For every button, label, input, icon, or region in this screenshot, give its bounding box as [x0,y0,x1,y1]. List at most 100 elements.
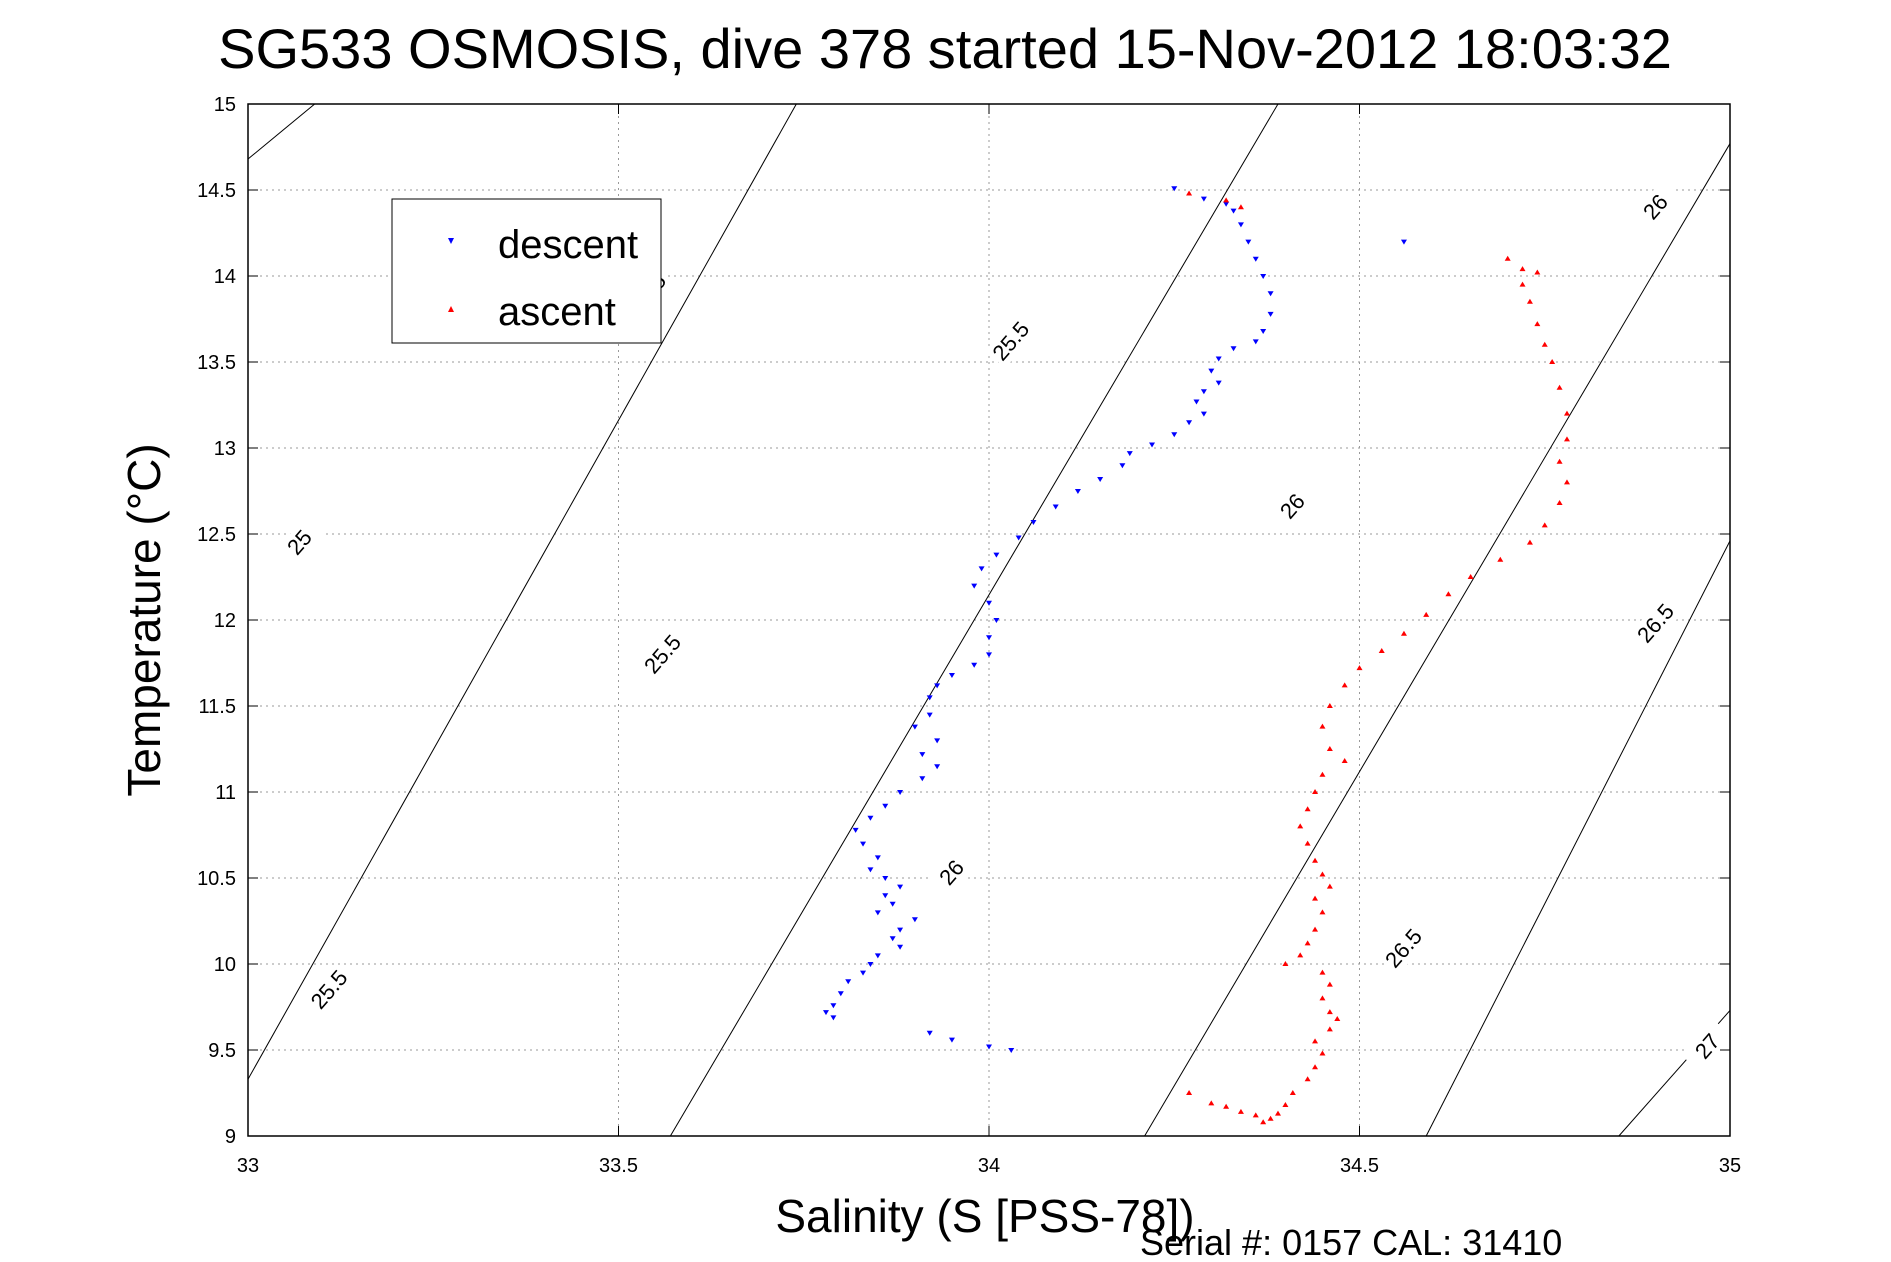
descent-point [1074,489,1081,494]
chart-title: SG533 OSMOSIS, dive 378 started 15-Nov-2… [218,17,1672,80]
ascent-point [1526,298,1533,304]
contour-line-25.5 [247,103,797,1080]
ascent-point [1519,281,1526,287]
descent-point [897,927,904,933]
descent-point [1223,201,1230,207]
ascent-point [1319,723,1326,729]
descent-point [1126,451,1133,457]
ascent-point [1319,995,1326,1001]
descent-point [867,815,874,821]
y-tick-label: 15 [214,94,236,116]
descent-point [978,566,985,572]
descent-point [882,803,889,809]
descent-point [1171,432,1178,438]
y-tick-label: 14.5 [197,180,236,202]
ascent-point [1260,1119,1267,1125]
descent-point [837,991,844,997]
descent-point [860,970,867,976]
ascent-point [1186,1090,1193,1095]
contour-label-bg [985,314,1037,369]
ascent-point [1326,703,1333,708]
ascent-point [1504,255,1511,261]
ascent-point [1563,410,1570,416]
descent-point [1200,389,1207,395]
descent-point [897,944,904,950]
ascent-point [1319,771,1326,777]
descent-point [971,583,978,589]
descent-point [1171,186,1178,192]
descent-point [1260,274,1267,279]
ascent-point [1304,806,1311,812]
ascent-point [1423,611,1430,617]
contour-label-bg [303,963,356,1017]
ascent-point [1312,857,1319,863]
ascent-point [1556,458,1563,464]
descent-point [1230,346,1237,352]
y-tick-label: 13.5 [197,352,236,374]
descent-point [926,712,933,718]
descent-point [1015,535,1022,541]
y-tick-label: 11.5 [199,696,236,718]
x-axis-ticks: 33 33.5 34 34.5 35 [237,104,1741,1177]
y-tick-label: 13 [214,438,236,460]
descent-point [1052,504,1059,510]
descent-point [1252,339,1259,345]
descent-point [882,893,889,899]
ascent-point [1556,384,1563,390]
descent-point [1149,442,1156,448]
ascent-point [1549,359,1556,364]
contour-label-bg [1267,479,1319,534]
ascent-point [1326,981,1333,987]
contour-line-26 [669,103,1279,1137]
descent-point [897,790,904,795]
descent-point [986,1044,992,1050]
descent-point [845,979,852,985]
descent-point [1260,329,1267,335]
descent-point [1008,1048,1015,1053]
ascent-point [1274,1110,1281,1116]
contour-line-25 [247,103,316,160]
y-tick-label: 9.5 [208,1040,236,1062]
legend-ascent-label: ascent [498,290,616,334]
ascent-point [1267,1115,1274,1121]
x-tick-label: 33 [237,1155,259,1177]
ascent-point [1563,479,1570,485]
ascent-point [1541,522,1548,528]
series-descent [822,186,1407,1053]
descent-point [889,936,896,942]
ascent-point [1223,197,1230,203]
descent-point [882,876,889,881]
ascent-point [1282,1102,1289,1108]
ascent-point [1356,665,1363,671]
ascent-point [1341,758,1348,764]
descent-point [889,901,896,907]
ascent-point [1378,647,1385,653]
x-tick-label: 34 [978,1155,1000,1177]
ascent-point [1223,1103,1230,1109]
ascent-point [1556,500,1563,506]
ascent-point [1186,190,1193,196]
contour-label-bg [1378,921,1430,976]
contour-line-27 [1425,540,1731,1137]
descent-point [874,953,881,959]
ascent-point [1304,1076,1311,1082]
descent-point [852,827,859,833]
descent-point [1200,196,1207,202]
descent-point [897,884,904,890]
y-tick-label: 14 [214,266,236,288]
legend-ascent-marker [448,306,454,312]
ascent-point [1563,436,1570,442]
descent-point [948,1037,955,1043]
descent-point [1208,368,1215,374]
descent-point [874,855,881,861]
descent-point [948,673,955,679]
ascent-point [1297,952,1304,958]
descent-point [1215,380,1222,386]
contour-line-26 [1144,143,1731,1137]
descent-point [986,600,992,606]
descent-point [1030,519,1037,525]
descent-point [934,738,941,744]
y-tick-label: 12.5 [197,524,236,546]
series-ascent [1186,190,1570,1125]
y-axis-ticks: 9 9.5 10 10.5 11 11.5 12 12.5 13 13.5 14 14.5 15 [197,94,1730,1148]
